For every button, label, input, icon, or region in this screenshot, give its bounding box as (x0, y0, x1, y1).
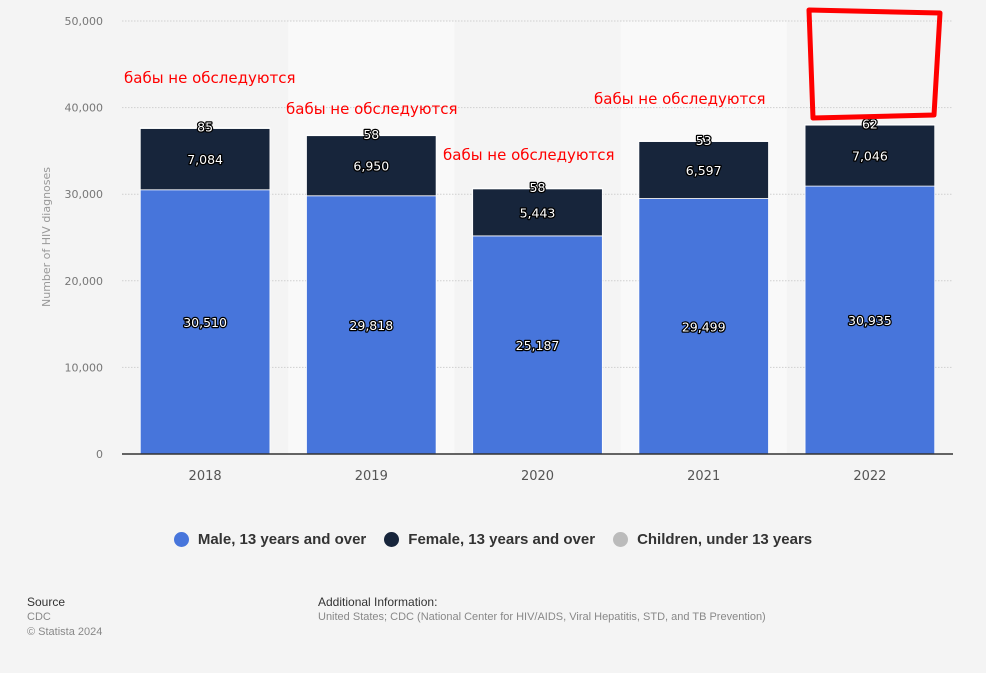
data-label-children-2019: 58 (363, 127, 379, 142)
legend-dot-children-icon (613, 532, 629, 547)
bar-segment-2021-0[interactable] (638, 198, 769, 455)
x-tick-label-2019: 2019 (355, 469, 388, 484)
y-tick-label: 50,000 (65, 15, 104, 28)
bar-segment-2019-2[interactable] (306, 134, 437, 137)
data-label-male-2019: 29,818 (349, 318, 393, 333)
y-axis-title: Number of HIV diagnoses (40, 167, 53, 307)
data-label-children-2021: 53 (696, 133, 712, 148)
y-tick-label: 0 (96, 448, 103, 461)
bar-segment-2019-0[interactable] (306, 195, 437, 455)
bar-segment-2021-1[interactable] (638, 141, 769, 199)
bar-segment-2022-0[interactable] (804, 185, 936, 455)
data-label-female-2020: 5,443 (520, 205, 556, 220)
y-tick-label: 10,000 (65, 361, 104, 374)
copyright: © Statista 2024 (27, 626, 103, 638)
legend: Male, 13 years and over Female, 13 years… (0, 531, 986, 548)
bars (139, 124, 936, 455)
legend-label: Female, 13 years and over (408, 531, 596, 548)
annotation-text: бабы не обследуются (124, 69, 295, 87)
source-name[interactable]: CDC (27, 611, 51, 623)
annotation-text: бабы не обследуются (286, 100, 457, 118)
data-label-male-2020: 25,187 (516, 338, 560, 353)
footer-additional-info: Additional Information: United States; C… (318, 595, 766, 625)
y-tick-label: 40,000 (65, 102, 104, 115)
legend-item-male[interactable]: Male, 13 years and over (173, 531, 367, 548)
data-label-male-2022: 30,935 (848, 313, 892, 328)
y-axis-ticks: 0 10,000 20,000 30,000 40,000 50,000 (65, 15, 104, 461)
bar-segment-2018-2[interactable] (139, 127, 271, 129)
data-label-children-2022: 62 (862, 117, 878, 132)
data-label-male-2018: 30,510 (183, 315, 227, 330)
stacked-bar-chart: 0 10,000 20,000 30,000 40,000 50,000 Number o… (40, 7, 953, 484)
data-label-children-2018: 85 (197, 120, 213, 135)
bar-segment-2020-2[interactable] (472, 187, 603, 190)
bar-segment-2021-2[interactable] (638, 140, 769, 142)
x-axis-ticks: 2018 2019 2020 2021 2022 (189, 469, 887, 484)
data-label-children-2020: 58 (530, 180, 546, 195)
data-label-female-2019: 6,950 (353, 159, 389, 174)
bar-segment-2022-1[interactable] (804, 124, 936, 187)
legend-label: Children, under 13 years (637, 531, 813, 548)
data-label-female-2022: 7,046 (852, 149, 888, 164)
footer-source: Source CDC © Statista 2024 (27, 595, 102, 640)
bar-segment-2022-2[interactable] (804, 124, 936, 126)
bar-segment-2018-0[interactable] (139, 189, 271, 455)
data-label-female-2021: 6,597 (686, 163, 722, 178)
legend-dot-female-icon (384, 532, 400, 547)
info-text: United States; CDC (National Center for … (318, 611, 766, 623)
data-labels: 30,510 7,084 85 29,818 6,950 58 25,187 5,443 58 2… (182, 115, 893, 354)
annotation-text: бабы не обследуются (594, 90, 765, 108)
bar-segment-2019-1[interactable] (306, 135, 437, 197)
annotations: бабы не обследуются бабы не обследуются ба… (124, 69, 765, 164)
legend-item-children[interactable]: Children, under 13 years (613, 531, 812, 548)
bar-segment-2020-1[interactable] (472, 188, 603, 237)
bar-segment-2020-0[interactable] (472, 235, 603, 455)
info-title: Additional Information: (318, 595, 438, 609)
red-highlight-box (806, 7, 943, 121)
x-tick-label-2021: 2021 (687, 469, 720, 484)
x-tick-label-2018: 2018 (189, 469, 222, 484)
y-tick-label: 20,000 (65, 275, 104, 288)
y-tick-label: 30,000 (65, 188, 104, 201)
source-title: Source (27, 595, 66, 609)
x-tick-label-2022: 2022 (853, 469, 886, 484)
x-tick-label-2020: 2020 (521, 469, 554, 484)
annotation-text: бабы не обследуются (443, 146, 614, 164)
data-label-male-2021: 29,499 (682, 319, 726, 334)
legend-item-female[interactable]: Female, 13 years and over (384, 531, 595, 548)
data-label-female-2018: 7,084 (187, 152, 223, 167)
legend-dot-male-icon (173, 532, 189, 547)
legend-label: Male, 13 years and over (197, 531, 367, 548)
